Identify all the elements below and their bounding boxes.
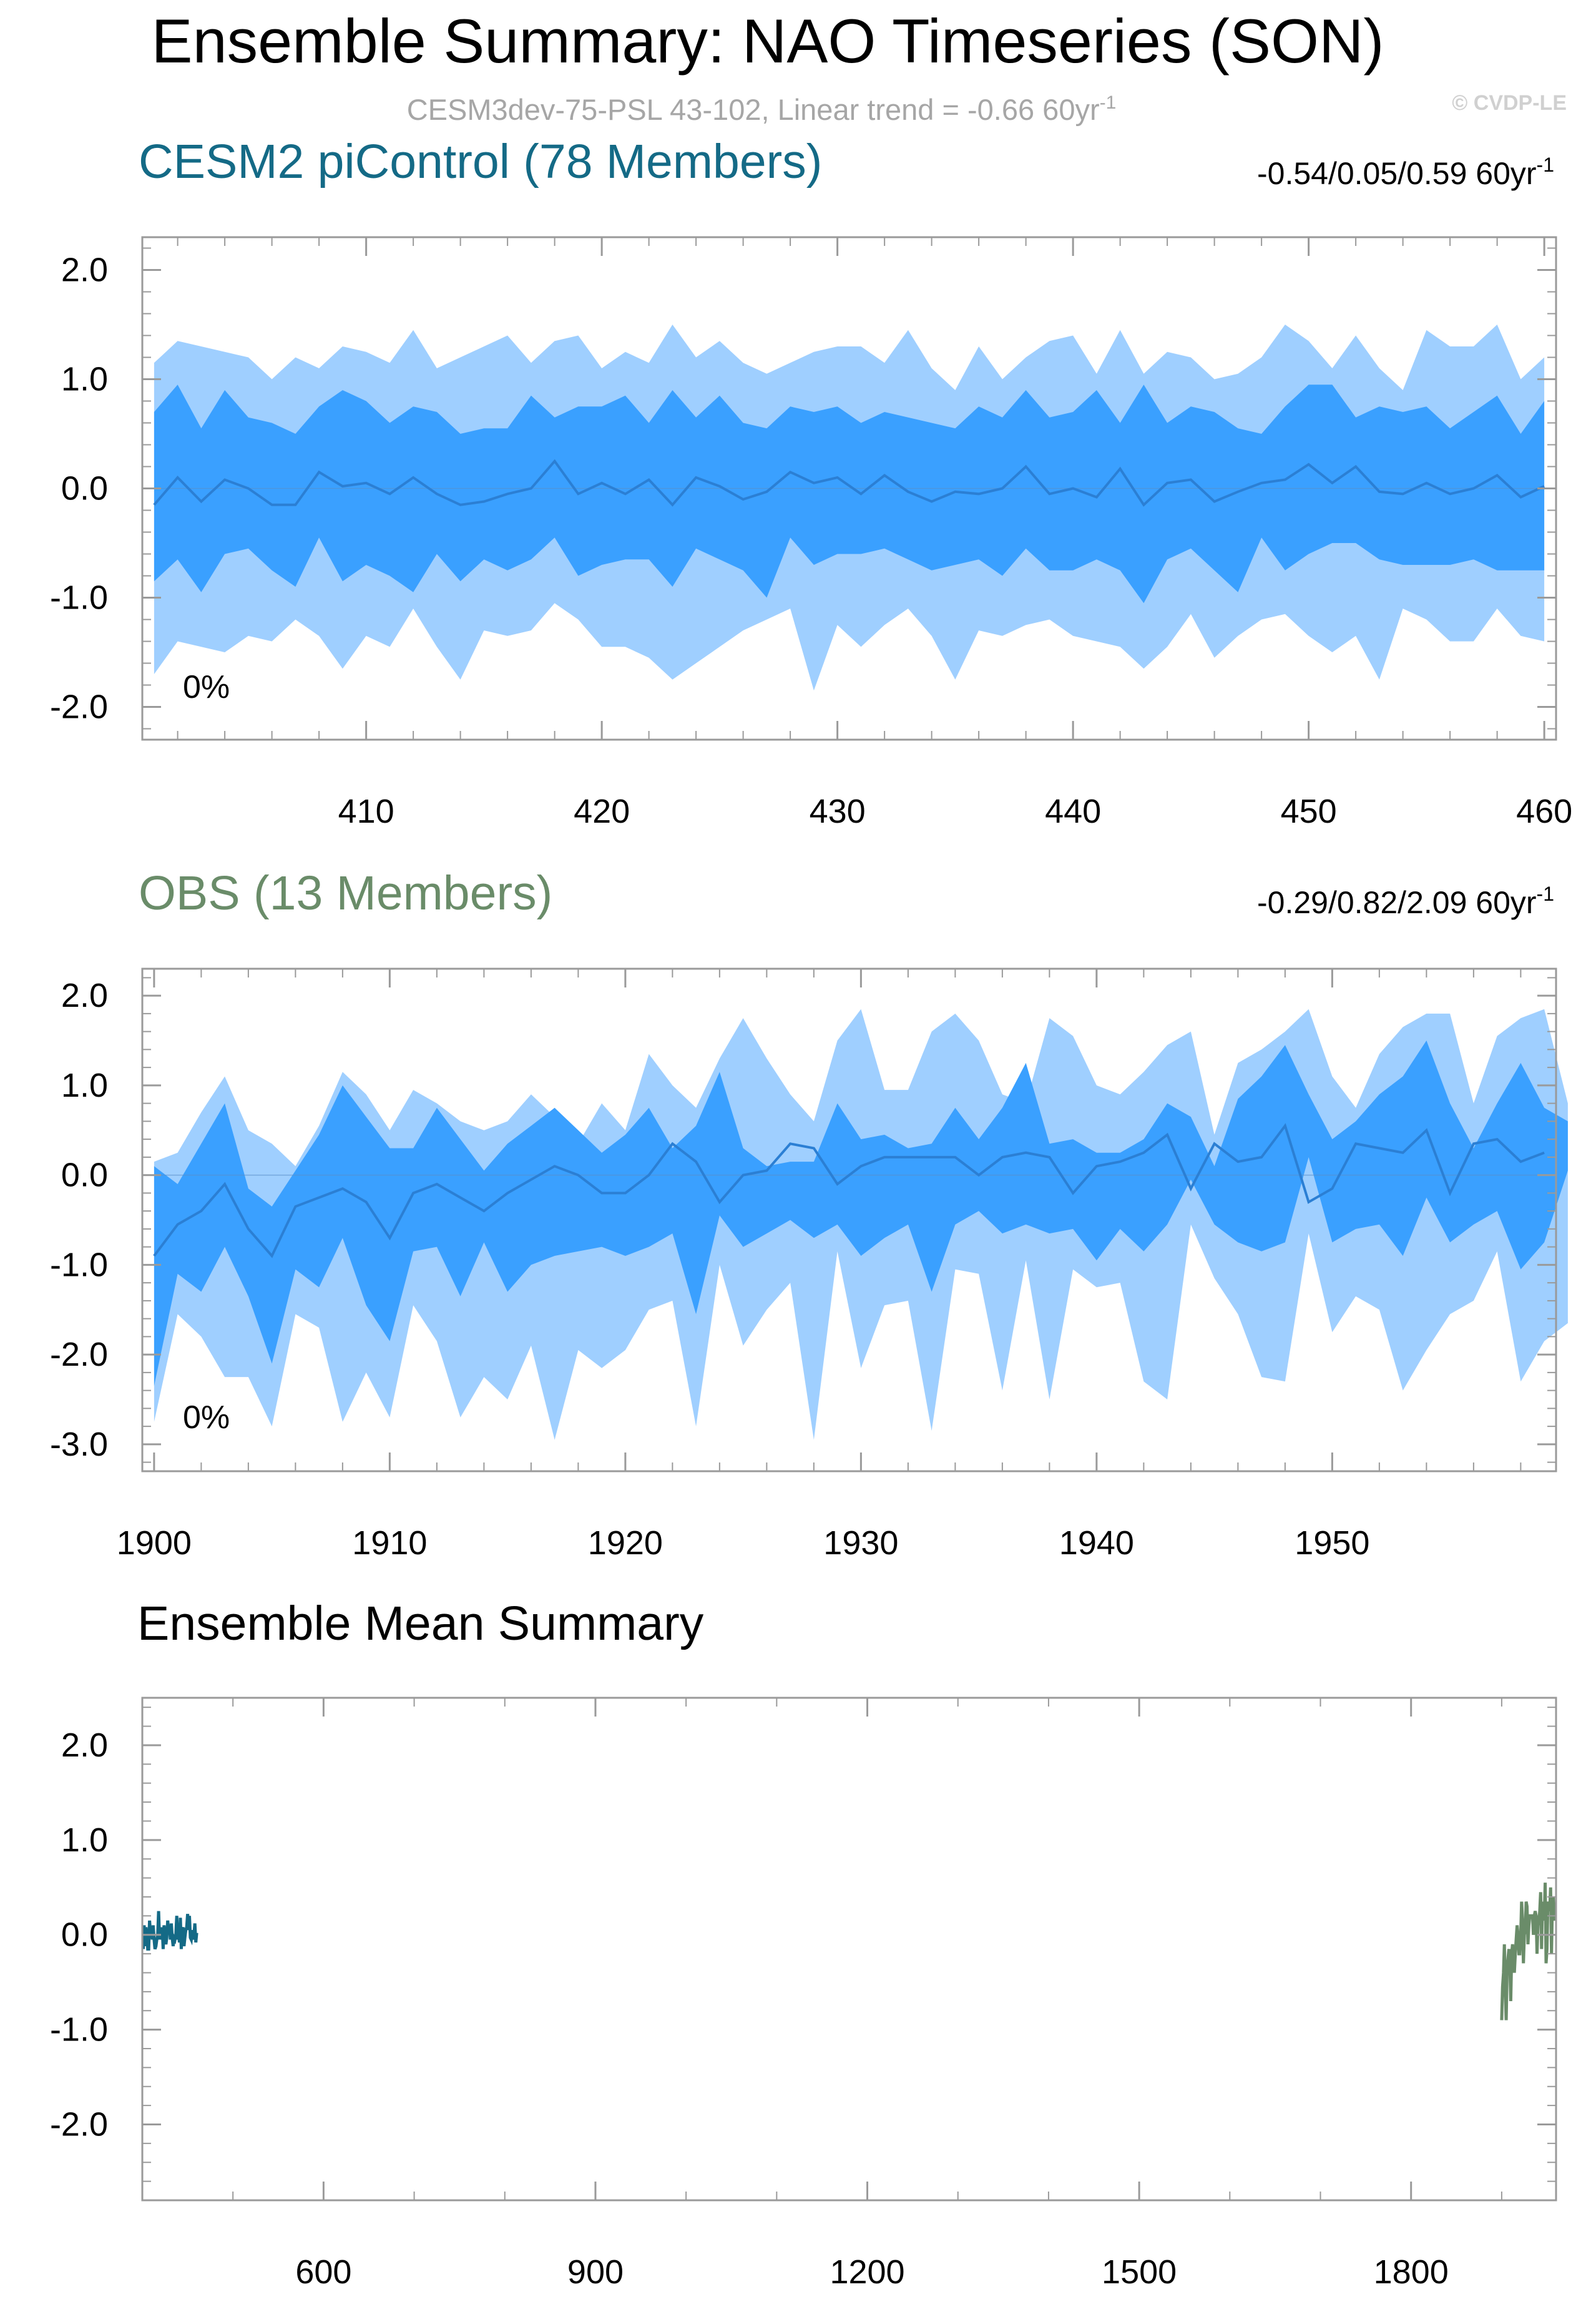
mean-x-tick-label: 900 bbox=[567, 2253, 624, 2291]
cesm-x-tick-label: 440 bbox=[1045, 793, 1101, 830]
obs-plot-frame bbox=[141, 967, 1557, 1472]
cesm-x-tick-label: 410 bbox=[338, 793, 394, 830]
cesm-y-tick-label: 2.0 bbox=[61, 252, 108, 289]
obs-x-tick-label: 1930 bbox=[823, 1524, 898, 1562]
obs-x-tick-label: 1920 bbox=[588, 1524, 663, 1562]
mean-y-tick-label: 0.0 bbox=[61, 1916, 108, 1954]
obs-panel-title: OBS (13 Members) bbox=[139, 866, 552, 920]
obs-trend-sup: -1 bbox=[1537, 883, 1554, 905]
obs-x-tick-label: 1950 bbox=[1295, 1524, 1369, 1562]
figure-title: Ensemble Summary: NAO Timeseries (SON) bbox=[152, 6, 1384, 76]
mean-y-tick-label: 2.0 bbox=[61, 1727, 108, 1764]
mean-summary-obs-line bbox=[1500, 1883, 1557, 2021]
cesm-trend-text: -0.54/0.05/0.59 60yr bbox=[1257, 156, 1537, 191]
ensemble-mean-panel: Ensemble Mean Summary 2.0 1.0 0.0 -1.0 -2.0 6… bbox=[50, 1597, 1557, 2291]
mean-x-tick-label: 1500 bbox=[1102, 2253, 1177, 2291]
mean-plot-frame bbox=[141, 1697, 1557, 2202]
cesm-inner-spread-band bbox=[154, 385, 1545, 604]
obs-x-tick-label: 1900 bbox=[117, 1524, 192, 1562]
obs-x-tick-label: 1910 bbox=[352, 1524, 427, 1562]
mean-x-tick-label: 1800 bbox=[1374, 2253, 1449, 2291]
mean-x-tick-label: 600 bbox=[295, 2253, 351, 2291]
figure-subtitle: CESM3dev-75-PSL 43-102, Linear trend = -… bbox=[407, 92, 1117, 126]
mean-y-tick-label: -1.0 bbox=[50, 2011, 108, 2049]
obs-inner-spread-band bbox=[154, 1041, 1568, 1386]
obs-y-tick-label: -3.0 bbox=[50, 1426, 108, 1463]
obs-trend-label: -0.29/0.82/2.09 60yr-1 bbox=[1257, 883, 1554, 920]
ensemble-mean-panel-title: Ensemble Mean Summary bbox=[137, 1597, 704, 1650]
obs-panel: OBS (13 Members) -0.29/0.82/2.09 60yr-1 … bbox=[50, 866, 1568, 1562]
watermark: © CVDP-LE bbox=[1452, 91, 1567, 115]
obs-y-tick-label: 2.0 bbox=[61, 977, 108, 1014]
cesm-x-tick-label: 420 bbox=[574, 793, 630, 830]
cesm-trend-sup: -1 bbox=[1537, 154, 1554, 176]
obs-y-tick-label: 0.0 bbox=[61, 1157, 108, 1194]
cesm-y-tick-label: -1.0 bbox=[50, 579, 108, 617]
cesm-trend-label: -0.54/0.05/0.59 60yr-1 bbox=[1257, 154, 1554, 191]
obs-y-tick-label: -2.0 bbox=[50, 1336, 108, 1373]
mean-y-tick-label: 1.0 bbox=[61, 1821, 108, 1859]
cesm-panel: CESM2 piControl (78 Members) -0.54/0.05/… bbox=[50, 135, 1572, 830]
cesm-y-tick-label: 0.0 bbox=[61, 470, 108, 507]
figure-subtitle-sup: -1 bbox=[1100, 92, 1117, 113]
cesm-y-tick-label: 1.0 bbox=[61, 361, 108, 398]
mean-x-tick-label: 1200 bbox=[830, 2253, 904, 2291]
cesm-percent-label: 0% bbox=[183, 669, 230, 705]
obs-percent-label: 0% bbox=[183, 1399, 230, 1436]
obs-y-tick-label: -1.0 bbox=[50, 1246, 108, 1283]
cesm-ensemble-mean-line bbox=[153, 459, 1545, 507]
cesm-panel-title: CESM2 piControl (78 Members) bbox=[139, 135, 822, 189]
cesm-x-tick-label: 460 bbox=[1516, 793, 1572, 830]
cesm-x-tick-label: 450 bbox=[1281, 793, 1337, 830]
obs-y-tick-label: 1.0 bbox=[61, 1067, 108, 1104]
obs-ensemble-mean-line bbox=[153, 1123, 1545, 1258]
mean-y-tick-label: -2.0 bbox=[50, 2105, 108, 2143]
obs-trend-text: -0.29/0.82/2.09 60yr bbox=[1257, 885, 1537, 920]
cesm-x-tick-label: 430 bbox=[810, 793, 866, 830]
obs-x-tick-label: 1940 bbox=[1059, 1524, 1134, 1562]
mean-summary-cesm-line bbox=[142, 1911, 198, 1951]
cesm-y-tick-label: -2.0 bbox=[50, 688, 108, 726]
figure-subtitle-text: CESM3dev-75-PSL 43-102, Linear trend = -… bbox=[407, 93, 1100, 126]
